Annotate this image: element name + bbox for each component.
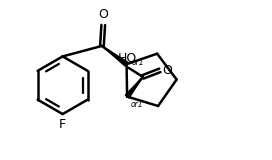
Polygon shape	[125, 77, 143, 98]
Text: F: F	[59, 118, 66, 131]
Text: or1: or1	[131, 100, 144, 109]
Polygon shape	[102, 46, 128, 66]
Text: HO: HO	[118, 52, 137, 65]
Text: or1: or1	[131, 58, 144, 67]
Text: O: O	[98, 8, 108, 21]
Text: O: O	[162, 64, 172, 77]
